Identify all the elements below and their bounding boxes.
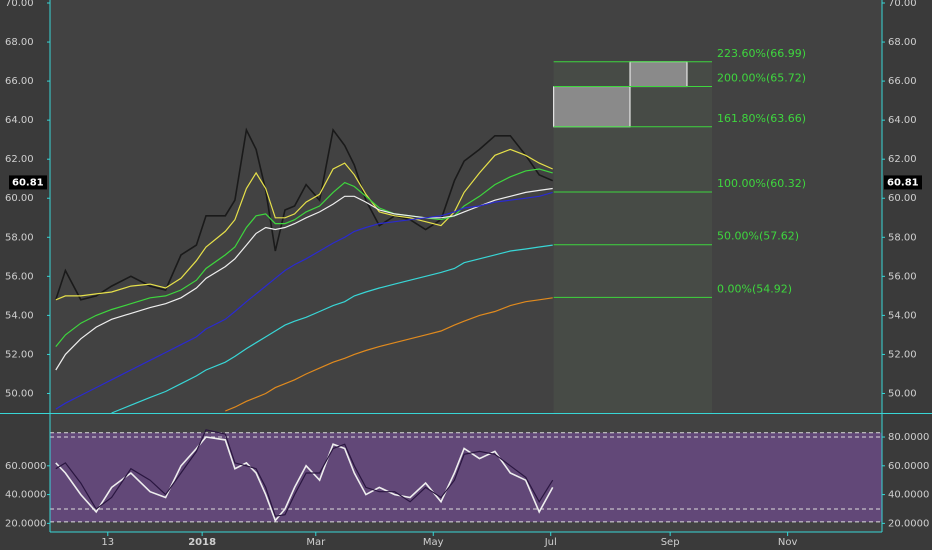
x-tick-label: Sep: [661, 537, 680, 548]
x-tick-label: 13: [101, 537, 114, 548]
series-line: [55, 191, 553, 410]
x-tick-label: Mar: [306, 537, 326, 548]
y-tick-label: 68.00: [888, 37, 917, 48]
series-line: [55, 168, 553, 347]
y-tick-label: 60.0000: [888, 461, 929, 472]
y-tick-label: 40.0000: [888, 490, 929, 501]
y-tick-label: 80.0000: [888, 432, 929, 443]
series-line: [225, 297, 553, 412]
y-tick-label: 58.00: [5, 232, 34, 243]
rsi-band: [50, 432, 882, 522]
price-panel: [50, 0, 882, 413]
x-tick-label: Jul: [544, 537, 557, 548]
y-tick-label: 54.00: [888, 310, 917, 321]
y-tick-label: 40.0000: [5, 490, 46, 501]
y-tick-label: 56.00: [888, 271, 917, 282]
fib-label: 200.00%(65.72): [717, 72, 806, 85]
x-tick-label: 2018: [188, 537, 216, 548]
y-tick-label: 60.0000: [5, 461, 46, 472]
fib-label: 0.00%(54.92): [717, 282, 792, 295]
y-tick-label: 52.00: [888, 349, 917, 360]
fib-label: 50.00%(57.62): [717, 230, 799, 243]
series-line: [111, 244, 553, 414]
y-tick-label: 50.00: [888, 388, 917, 399]
series-line: [55, 148, 553, 301]
fib-label: 223.60%(66.99): [717, 47, 806, 60]
y-tick-label: 58.00: [888, 232, 917, 243]
y-tick-label: 64.00: [5, 115, 34, 126]
series-line: [55, 429, 554, 517]
y-tick-label: 62.00: [5, 154, 34, 165]
last-value-tag: [9, 175, 47, 190]
y-tick-label: 50.00: [5, 388, 34, 399]
y-tick-label: 20.0000: [5, 518, 46, 529]
fib-box: [629, 61, 688, 88]
x-tick-label: May: [423, 537, 444, 548]
last-value-label: 60.81: [12, 177, 44, 188]
y-tick-label: 64.00: [888, 115, 917, 126]
series-line: [55, 127, 554, 301]
last-value-tag: [884, 175, 922, 190]
fib-label: 100.00%(60.32): [717, 177, 806, 190]
y-tick-label: 66.00: [888, 76, 917, 87]
y-tick-label: 54.00: [5, 310, 34, 321]
y-tick-label: 60.00: [888, 193, 917, 204]
y-tick-label: 68.00: [5, 37, 34, 48]
fib-box: [553, 86, 631, 128]
y-tick-label: 52.00: [5, 349, 34, 360]
y-tick-label: 60.00: [5, 193, 34, 204]
y-tick-label: 62.00: [888, 154, 917, 165]
series-line: [55, 436, 554, 523]
y-tick-label: 70.00: [888, 0, 917, 9]
series-line: [55, 187, 553, 371]
y-tick-label: 20.0000: [888, 518, 929, 529]
last-value-label: 60.81: [887, 177, 919, 188]
fib-label: 161.80%(63.66): [717, 112, 806, 125]
y-tick-label: 66.00: [5, 76, 34, 87]
x-tick-label: Nov: [778, 537, 798, 548]
y-tick-label: 70.00: [5, 0, 34, 9]
y-tick-label: 56.00: [5, 271, 34, 282]
